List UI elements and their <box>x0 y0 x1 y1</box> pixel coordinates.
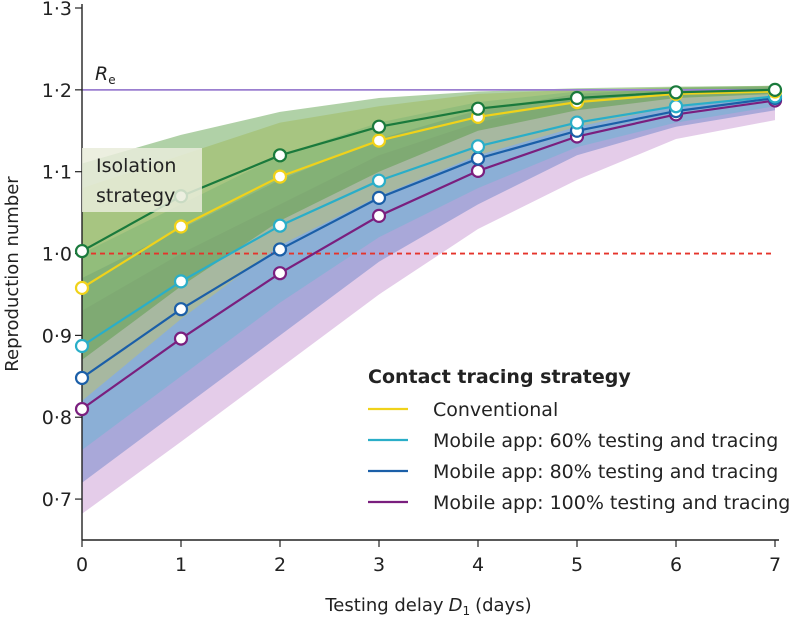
x-axis-title-var: D <box>449 595 463 616</box>
y-tick-label-5: 1·2 <box>42 80 72 102</box>
x-axis-title-unit: (days) <box>475 595 532 616</box>
series-2-point-0 <box>74 338 90 354</box>
re-label-main: R <box>95 63 108 85</box>
x-tick-label-6: 6 <box>670 554 682 576</box>
x-tick-label-3: 3 <box>373 554 385 576</box>
series-2-point-6 <box>668 99 684 114</box>
series-1-point-1 <box>173 219 189 234</box>
y-tick-label-4: 1·1 <box>42 162 72 184</box>
y-tick-label-0: 0·7 <box>42 489 72 511</box>
series-0-point-5 <box>569 90 585 106</box>
series-1-point-3 <box>371 133 387 148</box>
series-4-point-4 <box>470 163 486 178</box>
series-0-point-2 <box>272 148 288 163</box>
y-axis-title: Reproduction number <box>2 176 23 372</box>
x-tick-label-5: 5 <box>571 554 583 576</box>
series-0-point-6 <box>668 85 684 100</box>
legend-label-1: Mobile app: 60% testing and tracing <box>433 430 778 452</box>
series-line-1 <box>81 90 776 289</box>
x-tick-label-7: 7 <box>769 554 781 576</box>
y-tick-label-3: 1·0 <box>42 244 72 266</box>
x-tick-label-4: 4 <box>472 554 484 576</box>
y-tick-label-2: 0·9 <box>42 325 72 347</box>
x-tick-label-1: 1 <box>175 554 187 576</box>
series-3-point-2 <box>272 242 288 257</box>
series-3-point-0 <box>74 370 90 386</box>
series-points <box>74 82 783 417</box>
series-4-point-3 <box>371 208 387 223</box>
series-4-point-2 <box>272 266 288 281</box>
series-line-3 <box>81 96 776 379</box>
x-tick-label-0: 0 <box>76 554 88 576</box>
annotations: Isolation strategy <box>82 148 202 212</box>
legend-label-3: Mobile app: 100% testing and tracing <box>433 492 790 514</box>
legend: Contact tracing strategy Conventional Mobi… <box>368 366 790 514</box>
series-0-point-7 <box>767 82 783 97</box>
series-2-point-5 <box>569 115 585 130</box>
series-0-point-3 <box>371 119 387 134</box>
legend-title: Contact tracing strategy <box>368 366 631 388</box>
series-4-point-0 <box>74 401 90 417</box>
band-4 <box>82 87 775 514</box>
series-0-point-0 <box>74 243 90 259</box>
y-tick-label-1: 0·8 <box>42 407 72 429</box>
series-line-2 <box>81 95 776 347</box>
series-1-point-2 <box>272 169 288 184</box>
series-0-point-4 <box>470 101 486 116</box>
series-4-point-1 <box>173 331 189 346</box>
legend-label-2: Mobile app: 80% testing and tracing <box>433 461 778 483</box>
x-axis-title: Testing delay D1 (days) <box>324 595 531 616</box>
x-axis-title-main: Testing delay <box>324 595 444 616</box>
re-label-sub: e <box>108 73 115 87</box>
series-3-point-4 <box>470 151 486 166</box>
x-axis-title-sub: 1 <box>462 604 470 616</box>
series-3-point-1 <box>173 302 189 317</box>
series-2-point-2 <box>272 218 288 233</box>
series-2-point-1 <box>173 274 189 289</box>
y-tick-label-6: 1·3 <box>42 0 72 20</box>
band-0 <box>82 85 775 360</box>
x-tick-label-2: 2 <box>274 554 286 576</box>
series-line-4 <box>81 99 776 410</box>
band-2 <box>82 85 775 451</box>
series-3-point-3 <box>371 190 387 205</box>
isolation-annotation-line2: strategy <box>96 185 175 207</box>
legend-label-0: Conventional <box>433 399 558 421</box>
isolation-annotation-line1: Isolation <box>96 155 176 177</box>
series-2-point-4 <box>470 139 486 154</box>
reference-lines: Re <box>82 63 775 255</box>
re-label: Re <box>95 63 116 87</box>
series-2-point-3 <box>371 173 387 188</box>
isolation-annotation-box <box>82 148 202 212</box>
series-1-point-0 <box>74 280 90 296</box>
